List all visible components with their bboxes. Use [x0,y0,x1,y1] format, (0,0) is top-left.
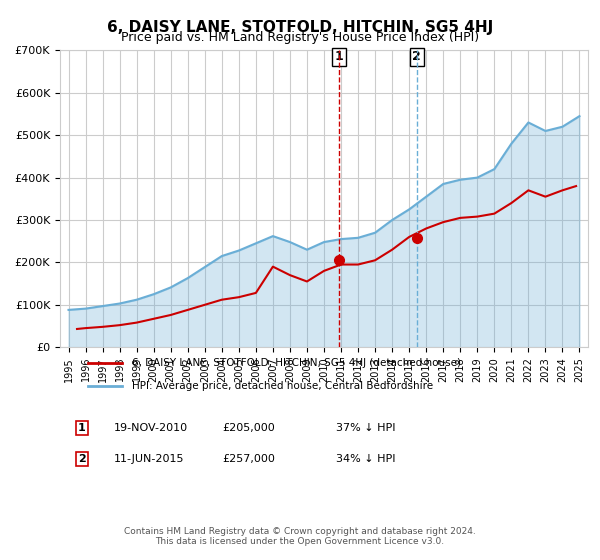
Text: HPI: Average price, detached house, Central Bedfordshire: HPI: Average price, detached house, Cent… [132,381,433,391]
Text: Price paid vs. HM Land Registry's House Price Index (HPI): Price paid vs. HM Land Registry's House … [121,31,479,44]
Text: £205,000: £205,000 [222,423,275,433]
Text: 6, DAISY LANE, STOTFOLD, HITCHIN, SG5 4HJ (detached house): 6, DAISY LANE, STOTFOLD, HITCHIN, SG5 4H… [132,358,461,367]
Text: £257,000: £257,000 [222,454,275,464]
Text: 11-JUN-2015: 11-JUN-2015 [114,454,185,464]
Text: 1: 1 [335,50,343,63]
Text: 6, DAISY LANE, STOTFOLD, HITCHIN, SG5 4HJ: 6, DAISY LANE, STOTFOLD, HITCHIN, SG5 4H… [107,20,493,35]
Text: 1: 1 [78,423,86,433]
Text: 2: 2 [412,50,421,63]
Text: Contains HM Land Registry data © Crown copyright and database right 2024.
This d: Contains HM Land Registry data © Crown c… [124,526,476,546]
Text: 37% ↓ HPI: 37% ↓ HPI [336,423,395,433]
Text: 2: 2 [78,454,86,464]
Text: 34% ↓ HPI: 34% ↓ HPI [336,454,395,464]
Text: 19-NOV-2010: 19-NOV-2010 [114,423,188,433]
